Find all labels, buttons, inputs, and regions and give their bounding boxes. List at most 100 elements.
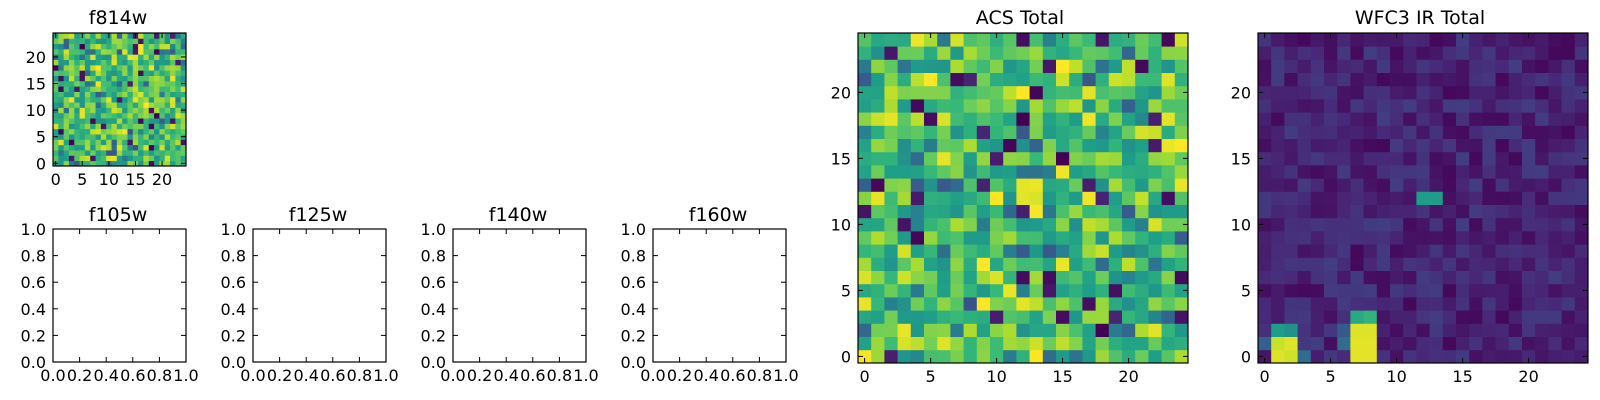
wfc3-ir-total-cell bbox=[1350, 165, 1364, 179]
acs-total-cell bbox=[1056, 178, 1070, 192]
f814w-cell bbox=[95, 33, 102, 39]
acs-total-cell bbox=[1042, 99, 1057, 113]
acs-total-cell bbox=[910, 191, 925, 205]
acs-total-cell bbox=[1069, 72, 1083, 87]
acs-total-cell bbox=[950, 138, 964, 153]
acs-total-cell bbox=[1056, 204, 1070, 219]
f125w-title: f125w bbox=[289, 204, 348, 226]
wfc3-ir-total-cell bbox=[1429, 72, 1444, 87]
wfc3-ir-total-cell bbox=[1416, 231, 1430, 245]
acs-total-cell bbox=[950, 59, 964, 73]
acs-total-cell bbox=[1042, 33, 1057, 47]
f814w-cell bbox=[143, 150, 150, 156]
acs-total-cell bbox=[1082, 204, 1096, 219]
f814w-cell bbox=[79, 75, 86, 82]
f814w-cell bbox=[84, 144, 91, 151]
acs-total-cell bbox=[950, 165, 964, 179]
acs-total-cell bbox=[1042, 178, 1057, 192]
acs-total-cell bbox=[1161, 138, 1176, 153]
acs-total-cell bbox=[990, 231, 1004, 245]
wfc3-ir-total-cell bbox=[1561, 323, 1576, 337]
wfc3-ir-total-cell bbox=[1495, 178, 1510, 192]
wfc3-ir-total-cell bbox=[1535, 191, 1549, 205]
wfc3-ir-total-cell bbox=[1508, 59, 1523, 73]
f814w-cell bbox=[68, 155, 75, 162]
acs-total-cell bbox=[924, 244, 938, 258]
acs-total-cell bbox=[1161, 283, 1176, 298]
wfc3-ir-total-cell bbox=[1258, 257, 1272, 271]
f814w-cell bbox=[159, 96, 166, 103]
wfc3-ir-total-cell bbox=[1390, 257, 1404, 271]
f814w-cell bbox=[79, 118, 86, 124]
acs-total-cell bbox=[871, 244, 885, 258]
wfc3-ir-total-cell bbox=[1403, 244, 1417, 258]
acs-total-cell bbox=[1003, 297, 1017, 311]
acs-total-y-tick-label: 5 bbox=[841, 281, 851, 300]
f814w-cell bbox=[138, 43, 144, 50]
f814w-cell bbox=[138, 139, 144, 146]
acs-total-cell bbox=[1135, 323, 1149, 337]
f814w-cell bbox=[79, 155, 86, 162]
acs-total-cell bbox=[1174, 33, 1189, 47]
acs-total-cell bbox=[1148, 204, 1162, 219]
wfc3-ir-total-cell bbox=[1548, 178, 1562, 192]
f814w-cell bbox=[116, 80, 123, 87]
acs-total-cell bbox=[1042, 349, 1057, 364]
acs-total-cell bbox=[1122, 310, 1136, 324]
f814w-cell bbox=[143, 64, 150, 71]
f814w-cell bbox=[127, 96, 134, 103]
f105w-x-tick-label: 0.8 bbox=[147, 366, 172, 385]
wfc3-ir-total-cell bbox=[1390, 165, 1404, 179]
wfc3-ir-total-cell bbox=[1363, 297, 1378, 311]
f814w-cell bbox=[63, 102, 70, 108]
wfc3-ir-total-cell bbox=[1284, 283, 1298, 298]
acs-total-cell bbox=[1095, 46, 1110, 60]
f160w-x-tick-label: 0.2 bbox=[667, 366, 692, 385]
wfc3-ir-total-cell bbox=[1482, 191, 1496, 205]
wfc3-ir-total-cell bbox=[1324, 270, 1338, 285]
acs-total-cell bbox=[910, 178, 925, 192]
f814w-cell bbox=[180, 38, 187, 45]
wfc3-ir-total-cell bbox=[1363, 217, 1378, 232]
f814w-cell bbox=[138, 38, 144, 45]
acs-total-cell bbox=[1016, 204, 1030, 219]
wfc3-ir-total-cell bbox=[1403, 336, 1417, 351]
acs-total-cell bbox=[1095, 33, 1110, 47]
wfc3-ir-total-cell bbox=[1324, 151, 1338, 166]
f814w-cell bbox=[175, 107, 182, 114]
f814w-cell bbox=[143, 33, 150, 39]
wfc3-ir-total-cell bbox=[1376, 297, 1391, 311]
acs-total-cell bbox=[937, 125, 951, 139]
wfc3-ir-total-cell bbox=[1284, 310, 1298, 324]
acs-total-cell bbox=[1148, 85, 1162, 100]
f814w-cell bbox=[111, 70, 118, 76]
wfc3-ir-total-cell bbox=[1297, 191, 1312, 205]
wfc3-ir-total-cell bbox=[1390, 336, 1404, 351]
wfc3-ir-total-cell bbox=[1324, 349, 1338, 364]
f125w-x-tick-label: 0.4 bbox=[293, 366, 318, 385]
acs-total-cell bbox=[1003, 33, 1017, 47]
acs-total-cell bbox=[897, 112, 912, 126]
wfc3-ir-total-cell bbox=[1495, 217, 1510, 232]
acs-total-cell bbox=[871, 138, 885, 153]
acs-total-cell bbox=[897, 151, 912, 166]
wfc3-ir-total-cell bbox=[1495, 231, 1510, 245]
f814w-cell bbox=[79, 38, 86, 45]
wfc3-ir-total-cell bbox=[1442, 349, 1457, 364]
wfc3-ir-total-cell bbox=[1456, 231, 1470, 245]
wfc3-ir-total-cell bbox=[1324, 72, 1338, 87]
acs-total-cell bbox=[884, 151, 898, 166]
wfc3-ir-total-cell bbox=[1482, 257, 1496, 271]
f814w-cell bbox=[68, 160, 75, 167]
wfc3-ir-total-cell bbox=[1442, 217, 1457, 232]
f814w-cell bbox=[74, 112, 80, 119]
wfc3-ir-total-cell bbox=[1429, 217, 1444, 232]
wfc3-ir-total-cell bbox=[1337, 85, 1351, 100]
acs-total-cell bbox=[871, 112, 885, 126]
f814w-cell bbox=[148, 33, 155, 39]
acs-total-cell bbox=[858, 270, 872, 285]
acs-total-cell bbox=[1174, 191, 1189, 205]
f814w-cell bbox=[53, 102, 59, 108]
acs-total-cell bbox=[976, 297, 991, 311]
acs-total-cell bbox=[1069, 270, 1083, 285]
